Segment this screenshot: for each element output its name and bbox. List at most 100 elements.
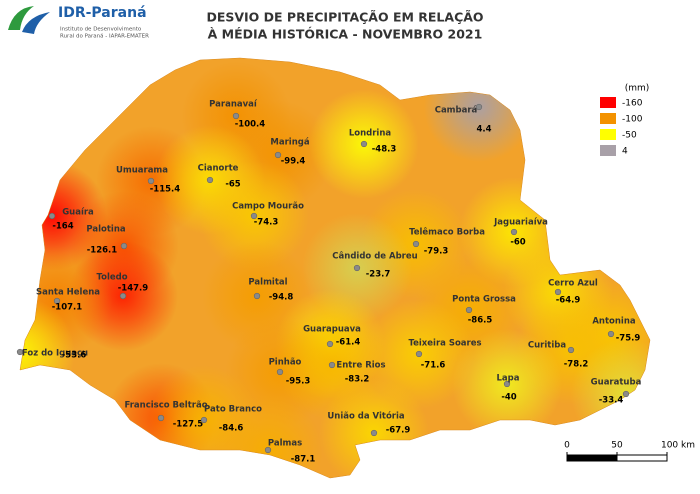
legend-swatch	[600, 129, 616, 140]
station-value: -48.3	[372, 145, 397, 155]
station-name: Cândido de Abreu	[332, 252, 417, 262]
station-dot	[607, 330, 615, 338]
station-dot	[147, 177, 155, 185]
station-dot	[48, 212, 56, 220]
station-dot	[554, 288, 562, 296]
station-dot	[465, 306, 473, 314]
logo-name: IDR-Paraná	[58, 5, 147, 21]
station-dot	[276, 368, 284, 376]
station-value: -107.1	[52, 303, 82, 313]
station-value: -67.9	[386, 426, 411, 436]
station-value: -147.9	[118, 284, 148, 294]
station-name: Francisco Beltrão	[124, 401, 207, 411]
station-value: -33.4	[599, 396, 624, 406]
station-value: -75.9	[616, 334, 641, 344]
station-name: Teixeira Soares	[408, 339, 481, 349]
station-name: Ponta Grossa	[452, 295, 516, 305]
legend: (mm) -160 -100 -50 4	[600, 84, 649, 157]
station-dot	[119, 292, 127, 300]
station-name: Foz do Iguaçu	[22, 349, 88, 359]
logo-text: Instituto de Desenvolvimento	[60, 27, 142, 33]
station-dot	[415, 350, 423, 358]
scale-label: 100 km	[661, 441, 695, 451]
station-dot	[412, 240, 420, 248]
station-name: Entre Rios	[336, 361, 385, 371]
station-name: Pinhão	[269, 358, 302, 368]
station-name: Telêmaco Borba	[409, 227, 485, 238]
logo-swoosh	[8, 6, 34, 30]
scale-segment	[566, 454, 618, 462]
station-value: -115.4	[150, 185, 180, 195]
station-dot	[253, 292, 261, 300]
station-value: -87.1	[291, 455, 316, 465]
stations: Paranavaí -100.4 Maringá -99.4 Londrina -48.3…	[16, 100, 642, 465]
station-dot	[250, 212, 258, 220]
legend-label: 4	[622, 147, 628, 157]
station-dot	[510, 228, 518, 236]
station-dot	[353, 264, 361, 272]
station-name: Cambará	[435, 106, 478, 116]
station-dot	[16, 348, 24, 356]
legend-swatch	[600, 145, 616, 156]
station-value: -83.2	[345, 375, 370, 385]
station-value: -60	[510, 238, 525, 248]
station-name: Toledo	[96, 273, 127, 283]
station-name: Cerro Azul	[548, 279, 598, 289]
station-dot	[157, 414, 165, 422]
title: DESVIO DE PRECIPITAÇÃO EM RELAÇÃO	[206, 10, 483, 25]
scale-label: 50	[611, 441, 623, 451]
station-name: Palmital	[248, 278, 287, 288]
station-name: Maringá	[270, 138, 309, 148]
station-dot	[622, 390, 630, 398]
station-name: Campo Mourão	[232, 202, 304, 212]
scale-segment	[616, 454, 668, 462]
legend-label: -50	[622, 131, 637, 141]
station-value: -74.3	[254, 218, 279, 228]
station-name: Jaguariaíva	[493, 218, 548, 228]
station-value: -86.5	[468, 316, 493, 326]
station-name: Londrina	[349, 129, 392, 139]
station-dot	[360, 140, 368, 148]
station-value: -95.3	[286, 377, 311, 387]
station-dot	[503, 380, 511, 388]
station-name: Curitiba	[528, 341, 566, 351]
station-name: Pato Branco	[204, 405, 262, 415]
legend-label: -160	[622, 99, 643, 109]
station-value: -164	[52, 222, 73, 232]
legend-label: -100	[622, 115, 643, 125]
station-name: Lapa	[497, 374, 520, 384]
station-dot	[120, 242, 128, 250]
station-value: -23.7	[366, 270, 391, 280]
station-value: -79.3	[424, 247, 449, 257]
station-dot	[53, 297, 61, 305]
scale-label: 0	[564, 441, 570, 451]
station-name: Palotina	[86, 225, 126, 235]
station-value: -64.9	[556, 296, 581, 306]
station-value: -84.6	[219, 424, 244, 434]
station-dot	[206, 176, 214, 184]
station-name: Palmas	[268, 439, 302, 449]
station-value: -65	[225, 180, 240, 190]
station-value: -126.1	[87, 246, 117, 256]
station-name: Guarapuava	[303, 325, 361, 335]
station-dot	[264, 446, 272, 454]
station-value: -71.6	[421, 361, 446, 371]
title: À MÉDIA HISTÓRICA - NOVEMBRO 2021	[208, 27, 483, 42]
station-dot	[326, 340, 334, 348]
station-dot	[567, 346, 575, 354]
station-dot	[328, 361, 336, 369]
station-value: -53.6	[62, 351, 87, 361]
station-dot	[200, 416, 208, 424]
legend-swatch	[600, 113, 616, 124]
station-value: -127.5	[173, 420, 203, 430]
legend-swatch	[600, 97, 616, 108]
scale-bar: 0 50 100 km	[564, 441, 695, 462]
station-value: -78.2	[564, 360, 589, 370]
station-dot	[475, 103, 483, 111]
station-name: Santa Helena	[36, 288, 100, 298]
station-dot	[274, 151, 282, 159]
station-name: Antonina	[592, 317, 636, 327]
station-value: -99.4	[281, 157, 306, 167]
station-name: Guaratuba	[591, 378, 642, 388]
